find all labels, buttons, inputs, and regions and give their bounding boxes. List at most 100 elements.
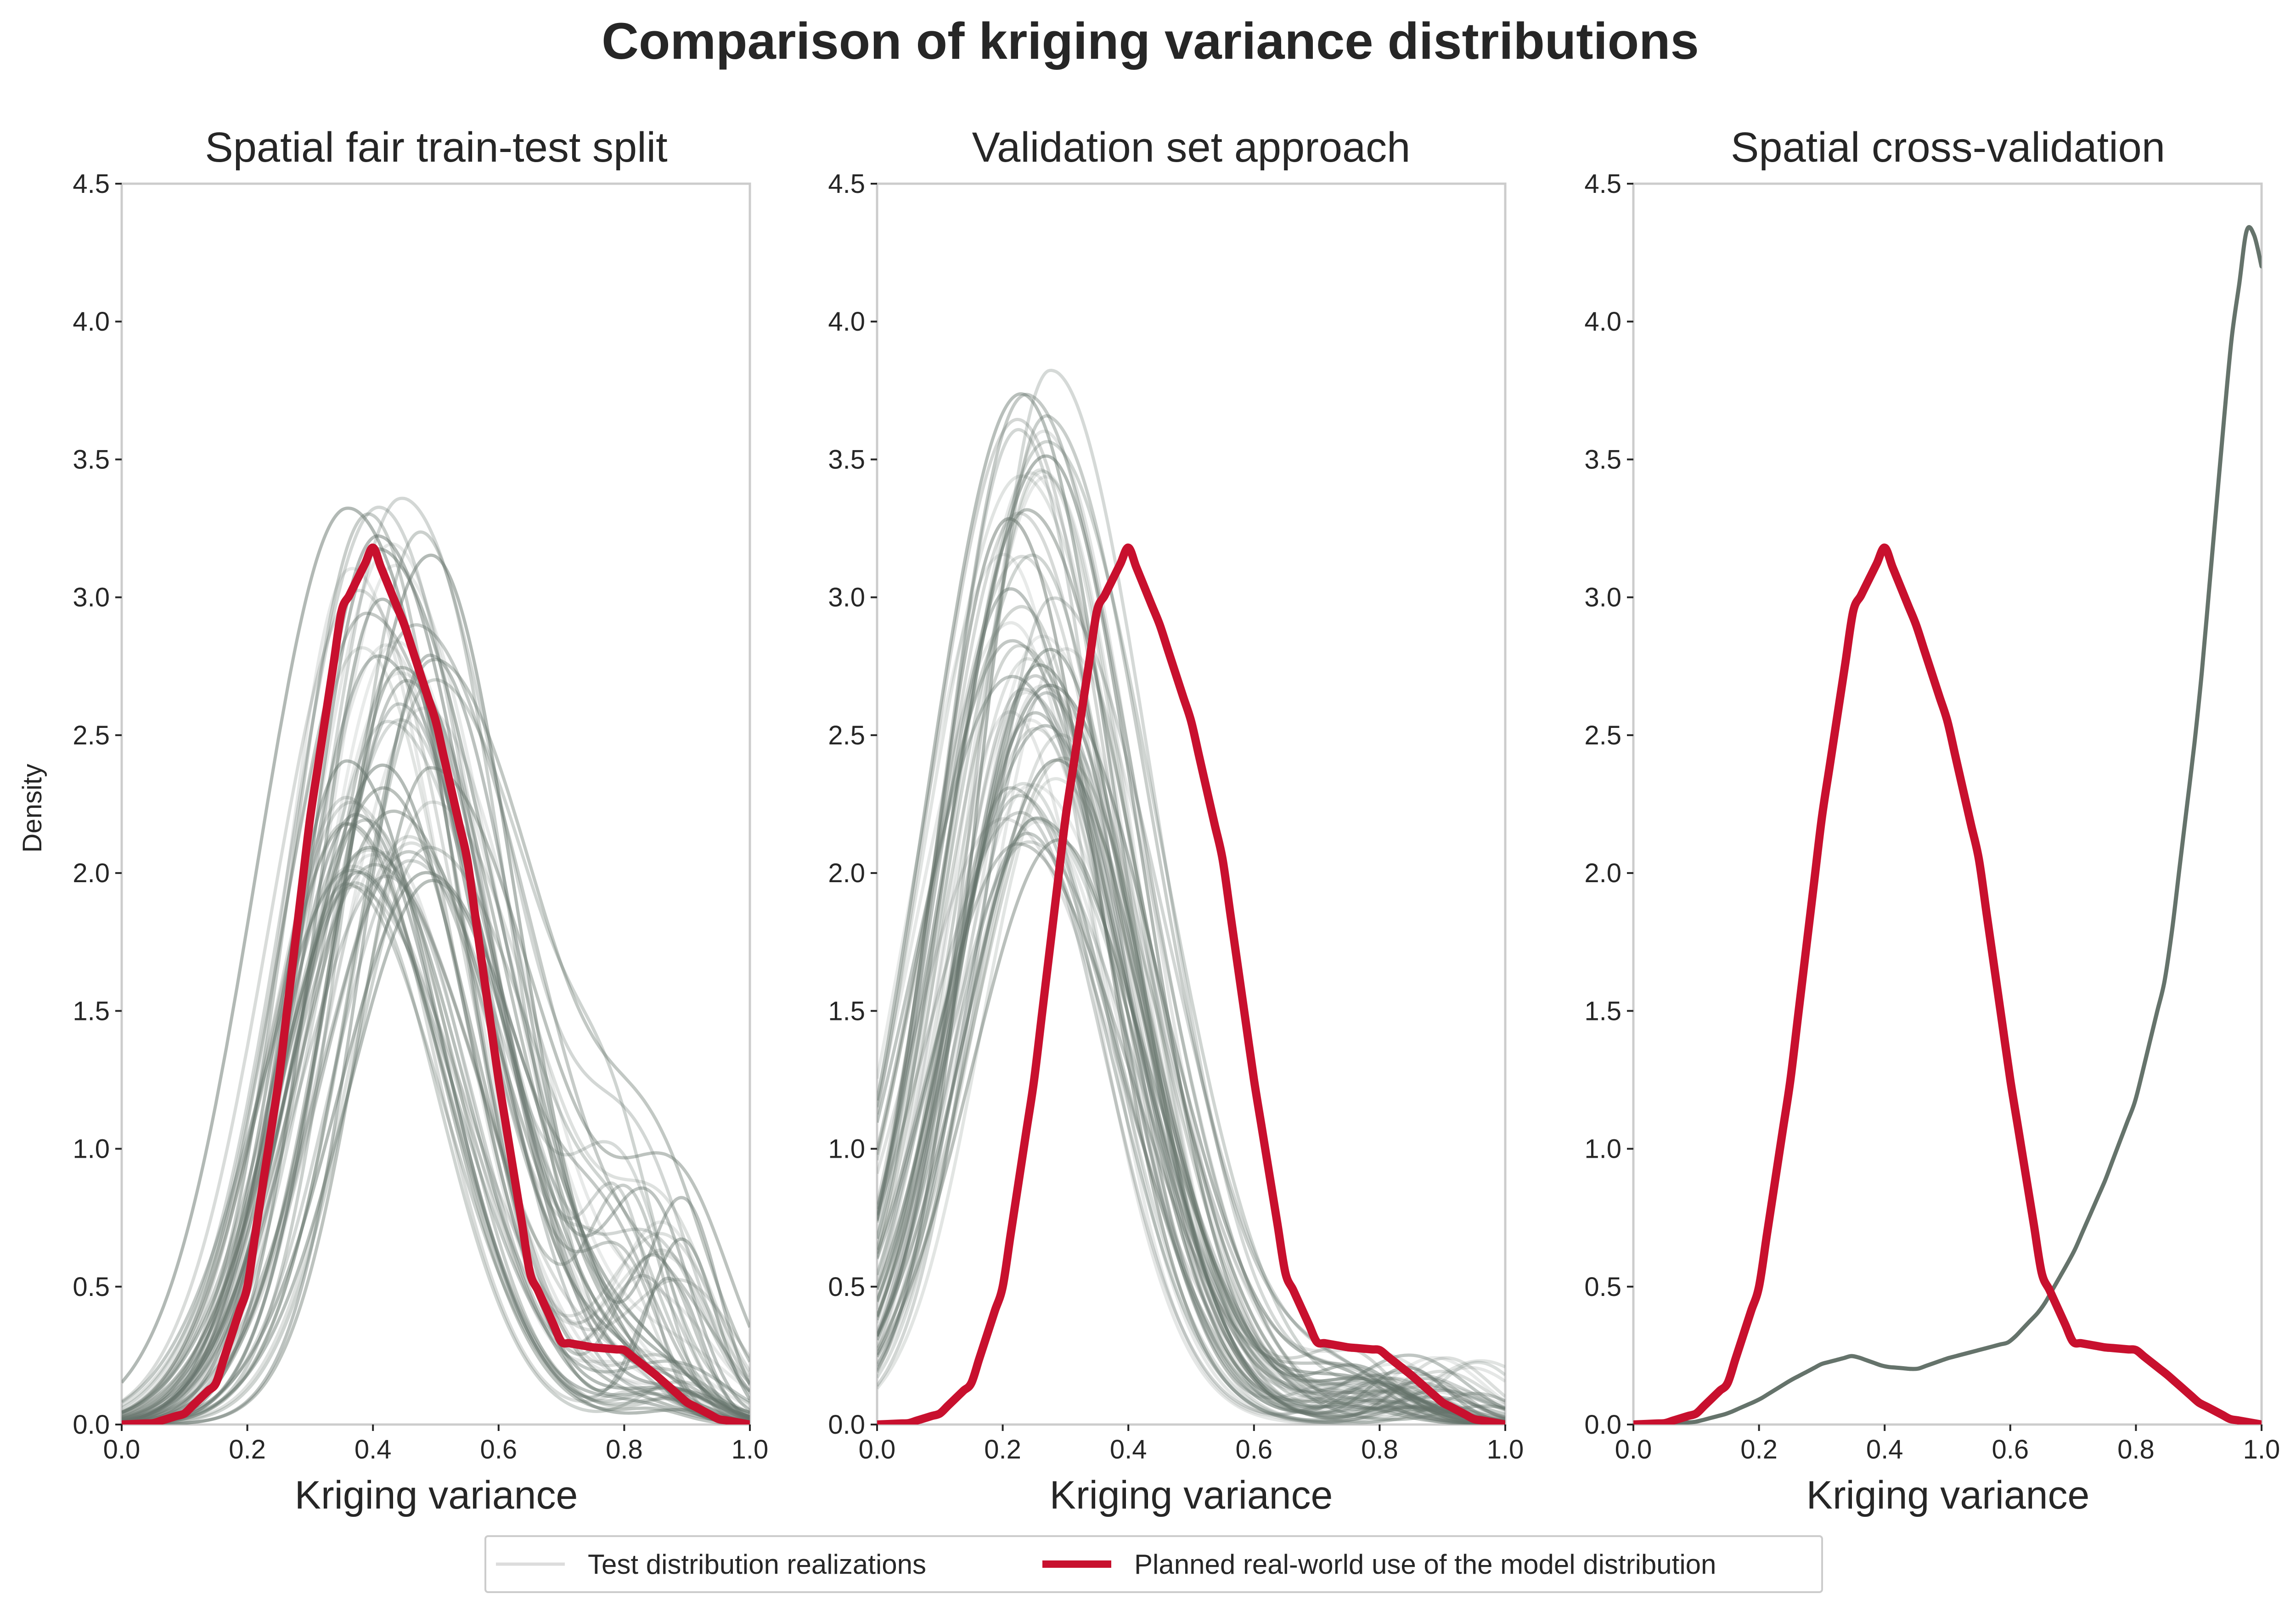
realization-line [122,611,750,1419]
realization-line [877,470,1505,1421]
x-axis-label: Kriging variance [1806,1473,2090,1517]
realization-line [122,547,750,1425]
y-tick-label: 0.5 [1584,1272,1621,1302]
realization-line [877,842,1505,1425]
y-tick-label: 3.0 [1584,583,1621,613]
realization-line [122,871,750,1425]
panel-title: Validation set approach [972,124,1411,171]
y-tick-label: 1.5 [1584,996,1621,1026]
realization-line [877,474,1505,1412]
realization-line [877,783,1505,1405]
planned-distribution-line [877,543,1505,1425]
realization-line [877,392,1505,1424]
realization-line [877,663,1505,1425]
realization-line [877,454,1505,1425]
realization-line [122,597,750,1425]
planned-distribution-line [1633,543,2262,1425]
realization-line [877,648,1505,1425]
realization-line [122,882,750,1425]
y-tick-label: 3.5 [73,445,110,474]
y-tick-label: 2.5 [1584,721,1621,750]
realization-line [877,369,1505,1425]
y-tick-label: 0.5 [73,1272,110,1302]
y-tick-label: 1.0 [828,1134,865,1164]
realization-line [877,840,1505,1412]
test-distribution-line [1662,225,2262,1425]
realization-line [122,553,750,1425]
x-tick-label: 0.0 [1615,1435,1652,1464]
y-tick-label: 4.5 [1584,169,1621,199]
realization-line [122,643,750,1419]
realization-line [877,710,1505,1425]
realization-line [122,846,750,1421]
realization-line [877,817,1505,1425]
y-tick-label: 3.0 [73,583,110,613]
realization-line [877,687,1505,1409]
realization-line [877,683,1505,1425]
legend-label-realizations: Test distribution realizations [588,1549,926,1580]
y-tick-label: 4.0 [73,307,110,337]
realization-line [877,726,1505,1423]
y-tick-label: 3.5 [828,445,865,474]
realization-line [122,800,750,1414]
realization-line [122,496,750,1423]
panel-validation-set: Validation set approach Kriging variance… [828,124,1524,1517]
realization-line [877,786,1505,1424]
realization-line [877,811,1505,1423]
realization-line [877,596,1505,1425]
realization-line [122,885,750,1425]
realization-line [877,644,1505,1425]
realization-line [122,864,750,1408]
x-tick-label: 0.0 [103,1435,141,1464]
y-tick-label: 4.0 [828,307,865,337]
y-tick-label: 1.0 [73,1134,110,1164]
realization-line [877,553,1505,1419]
y-tick-label: 2.0 [828,858,865,888]
y-tick-label: 1.0 [1584,1134,1621,1164]
realization-line [122,874,750,1421]
realization-line [122,818,750,1422]
planned-distribution-line [122,543,750,1425]
realization-line [877,393,1505,1423]
realization-line [877,718,1505,1419]
realization-line [122,863,750,1424]
realization-line [122,813,750,1425]
x-tick-label: 0.6 [480,1435,517,1464]
realization-line [122,763,750,1422]
x-tick-label: 1.0 [2243,1435,2280,1464]
realization-line [877,587,1505,1423]
realization-line [877,691,1505,1425]
x-tick-label: 0.0 [859,1435,896,1464]
y-tick-label: 0.0 [73,1410,110,1440]
x-tick-label: 0.8 [1361,1435,1398,1464]
realization-line [122,786,750,1425]
x-axis-label: Kriging variance [295,1473,578,1517]
realization-line [122,653,750,1425]
plot-frame [120,182,751,1426]
realization-line [122,822,750,1424]
x-axis-label: Kriging variance [1050,1473,1333,1517]
realization-line [877,758,1505,1424]
x-tick-label: 1.0 [1487,1435,1524,1464]
realization-line [122,702,750,1425]
realization-line [122,646,750,1413]
realization-line [122,567,750,1424]
realization-line [877,517,1505,1425]
realization-line [877,621,1505,1425]
y-tick-label: 0.0 [828,1410,865,1440]
y-tick-label: 4.5 [73,169,110,199]
panel-spatial-fair-split: Spatial fair train-test split Kriging va… [73,124,768,1517]
x-tick-label: 0.8 [2117,1435,2155,1464]
y-tick-label: 2.5 [73,721,110,750]
realization-line [122,859,750,1425]
realization-line [877,756,1505,1424]
y-tick-label: 2.0 [73,858,110,888]
x-tick-label: 0.6 [1235,1435,1272,1464]
x-tick-label: 0.2 [1740,1435,1778,1464]
realization-line [877,468,1505,1425]
realization-line [877,605,1505,1425]
realization-line [877,832,1505,1422]
panel-title: Spatial cross-validation [1731,124,2165,171]
realization-line [122,654,750,1421]
plot-frame [876,182,1507,1426]
